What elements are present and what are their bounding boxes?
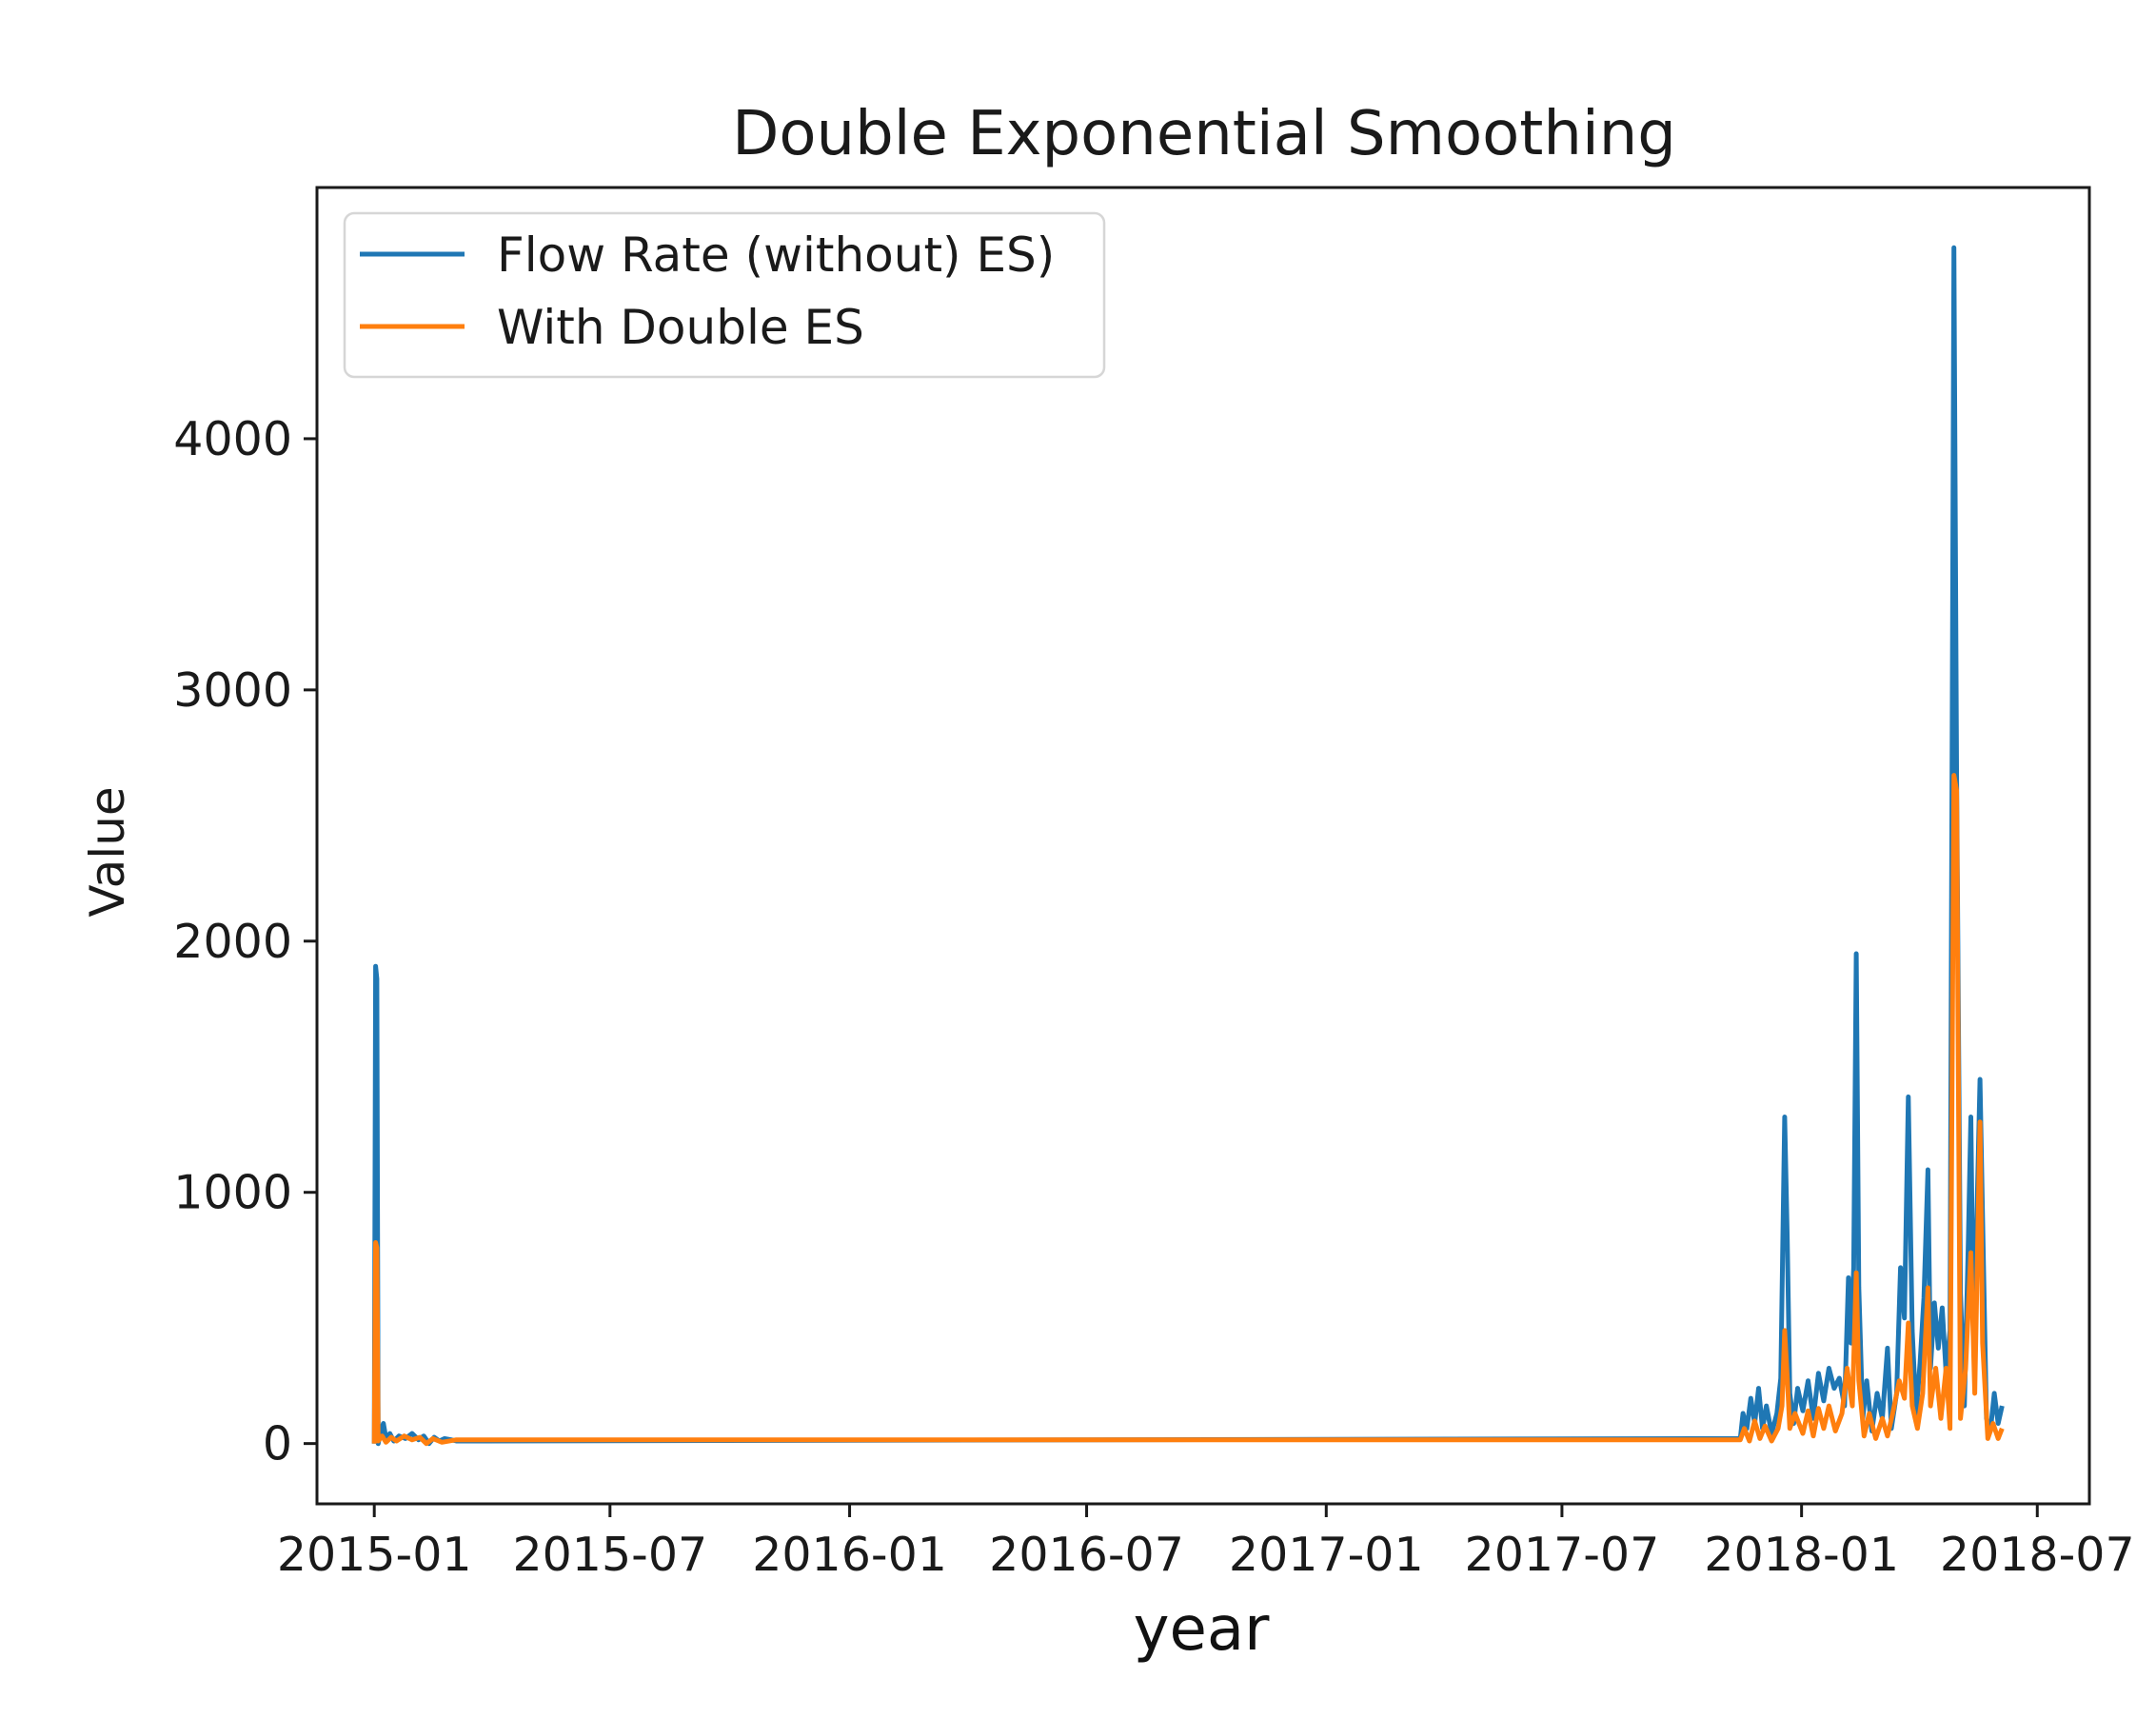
plot-series-group [371,245,2005,1447]
y-ticks-group: 0 1000 2000 3000 4000 [173,412,317,1471]
series-line-1 [371,773,2005,1447]
legend-box [343,211,1106,379]
x-tick-label: 2016-07 [989,1528,1184,1582]
legend-label-double-es: With Double ES [497,300,864,355]
x-tick-label: 2015-01 [277,1528,472,1582]
y-tick-label: 4000 [173,412,292,466]
x-tick-label: 2015-07 [512,1528,707,1582]
x-tick-label: 2017-01 [1229,1528,1424,1582]
plot-frame [315,186,2091,1506]
legend-label-flow-rate: Flow Rate (without) ES) [497,227,1055,283]
y-axis-label-group: Value [80,786,135,917]
legend: Flow Rate (without) ES) With Double ES [343,211,1106,379]
chart-title: Double Exponential Smoothing [732,99,1676,169]
x-tick-label: 2016-01 [752,1528,947,1582]
x-tick-label: 2017-07 [1465,1528,1660,1582]
y-axis-label: Value [80,786,135,917]
x-tick-label: 2018-01 [1704,1528,1899,1582]
y-tick-label: 0 [263,1417,292,1471]
series-line-0 [371,245,2005,1447]
y-tick-label: 1000 [173,1166,292,1220]
y-tick-label: 2000 [173,915,292,969]
x-ticks-group: 2015-01 2015-07 2016-01 2016-07 2017-01 2017-… [277,1504,2135,1582]
x-axis-label: year [1134,1594,1270,1665]
x-tick-label: 2018-07 [1940,1528,2135,1582]
y-tick-label: 3000 [173,663,292,718]
